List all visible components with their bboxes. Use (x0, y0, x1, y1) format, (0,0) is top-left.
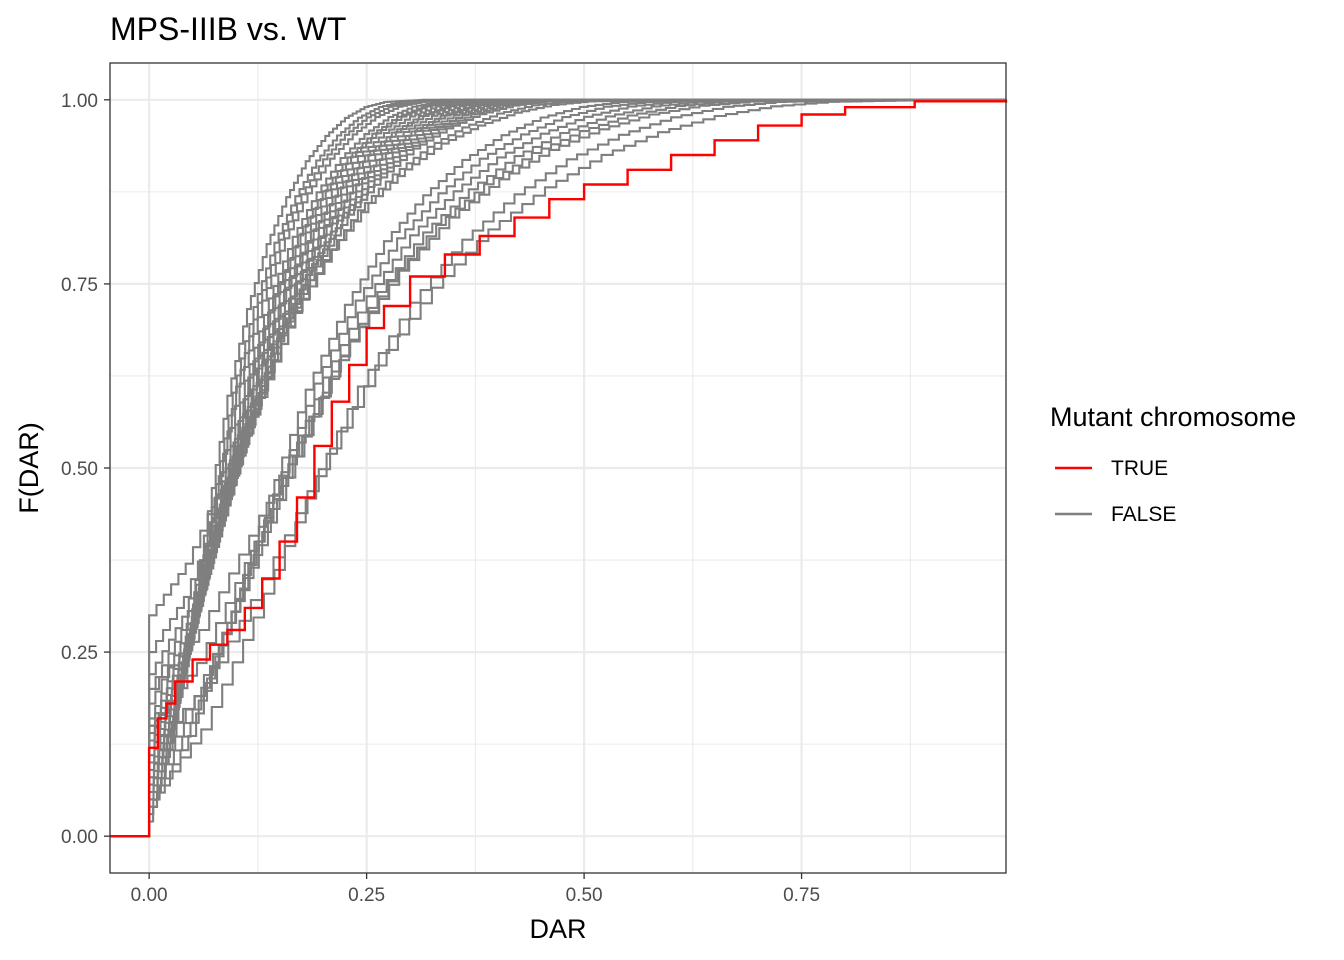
y-tick-label-2: 0.50 (61, 459, 98, 480)
x-tick-label-3: 0.75 (783, 885, 820, 906)
legend: Mutant chromosome TRUE FALSE (1050, 402, 1296, 526)
x-tick-label-2: 0.50 (566, 885, 603, 906)
legend-label-false: FALSE (1111, 503, 1176, 526)
x-tick-label-1: 0.25 (348, 885, 385, 906)
x-axis: 0.00 0.25 0.50 0.75 (131, 873, 820, 906)
series-false-line-24 (110, 98, 1006, 838)
series-false-line-23 (110, 98, 1006, 838)
legend-label-true: TRUE (1111, 457, 1168, 480)
y-axis: 0.00 0.25 0.50 0.75 1.00 (61, 91, 110, 848)
y-tick-label-0: 0.00 (61, 827, 98, 848)
series-false-line-25 (110, 98, 1006, 838)
x-tick-label-0: 0.00 (131, 885, 168, 906)
series-false-line-26 (110, 98, 1006, 838)
series-false-line-22 (110, 98, 1006, 838)
series-false-line-18 (110, 98, 1006, 838)
series-false-line-17 (110, 98, 1006, 838)
legend-title: Mutant chromosome (1050, 402, 1296, 432)
series-false-group (110, 98, 1006, 838)
y-tick-label-3: 0.75 (61, 275, 98, 296)
y-axis-title: F(DAR) (14, 422, 44, 513)
series-true-line (110, 99, 1008, 838)
y-tick-label-4: 1.00 (61, 91, 98, 112)
x-axis-title: DAR (529, 914, 586, 944)
series-true-group (110, 99, 1008, 838)
y-tick-label-1: 0.25 (61, 643, 98, 664)
chart-title: MPS-IIIB vs. WT (110, 11, 346, 47)
